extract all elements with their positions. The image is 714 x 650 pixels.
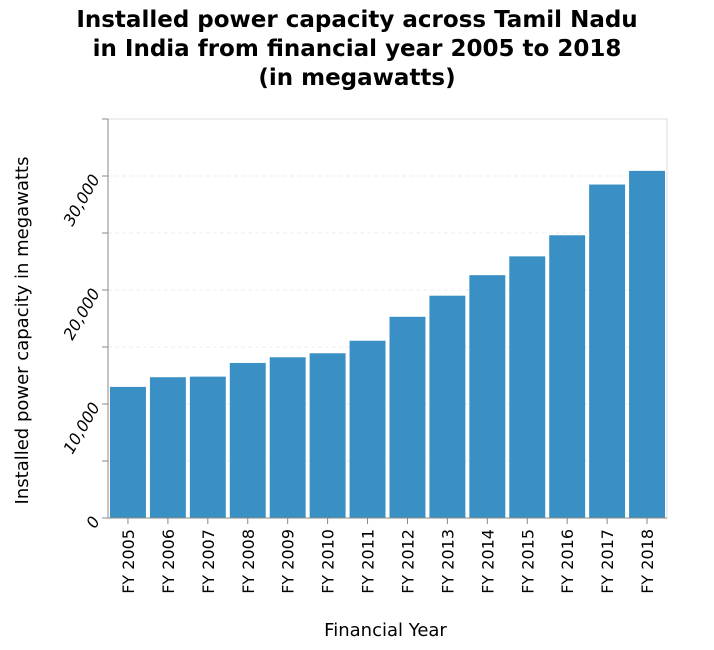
chart-title-line-2: in India from financial year 2005 to 201… [92,36,622,62]
bar-fy-2006 [149,377,186,518]
bar-fy-2016 [549,235,586,518]
axes [102,118,667,524]
bar-fy-2005 [110,386,146,518]
y-tick-label: 0 [82,513,104,531]
y-tick-label: 30,000 [59,171,103,229]
x-tick-labels: FY 2005 FY 2006 FY 2007 FY 2008 FY 2009 FY 20… [119,529,657,594]
x-tick-label: FY 2015 [518,529,537,594]
x-tick-label: FY 2012 [398,529,417,594]
x-tick-label: FY 2007 [199,529,218,594]
x-tick-label: FY 2009 [279,529,298,594]
bar-fy-2007 [189,376,226,518]
bar-fy-2012 [389,316,426,518]
bars [110,170,665,519]
y-axis-label: Installed power capacity in megawatts [12,157,33,505]
bar-fy-2008 [229,362,266,518]
bar-fy-2018 [629,170,665,518]
x-tick-label: FY 2005 [119,529,138,594]
chart-title-line-1: Installed power capacity across Tamil Na… [76,7,638,33]
x-tick-label: FY 2017 [598,529,617,594]
x-tick-label: FY 2016 [558,529,577,594]
y-tick-label: 10,000 [59,399,103,457]
bar-fy-2009 [269,357,306,518]
x-tick-label: FY 2006 [159,529,178,594]
chart-title-line-3: (in megawatts) [258,65,456,91]
x-tick-label: FY 2011 [359,529,378,594]
x-tick-label: FY 2013 [438,529,457,594]
bar-fy-2011 [349,340,386,518]
x-tick-label: FY 2010 [319,529,338,594]
bar-fy-2010 [309,353,346,518]
bar-fy-2015 [509,256,546,518]
chart-title: Installed power capacity across Tamil Na… [0,6,714,93]
x-axis-label: Financial Year [324,620,447,641]
x-tick-label: FY 2018 [638,529,657,594]
x-tick-label: FY 2014 [478,529,497,594]
x-tick-label: FY 2008 [239,529,258,594]
bar-fy-2014 [469,275,506,518]
y-tick-label: 20,000 [59,285,103,343]
bar-fy-2013 [429,295,466,518]
y-tick-labels: 0 10,000 20,000 30,000 [59,171,103,531]
bar-fy-2017 [589,184,626,519]
